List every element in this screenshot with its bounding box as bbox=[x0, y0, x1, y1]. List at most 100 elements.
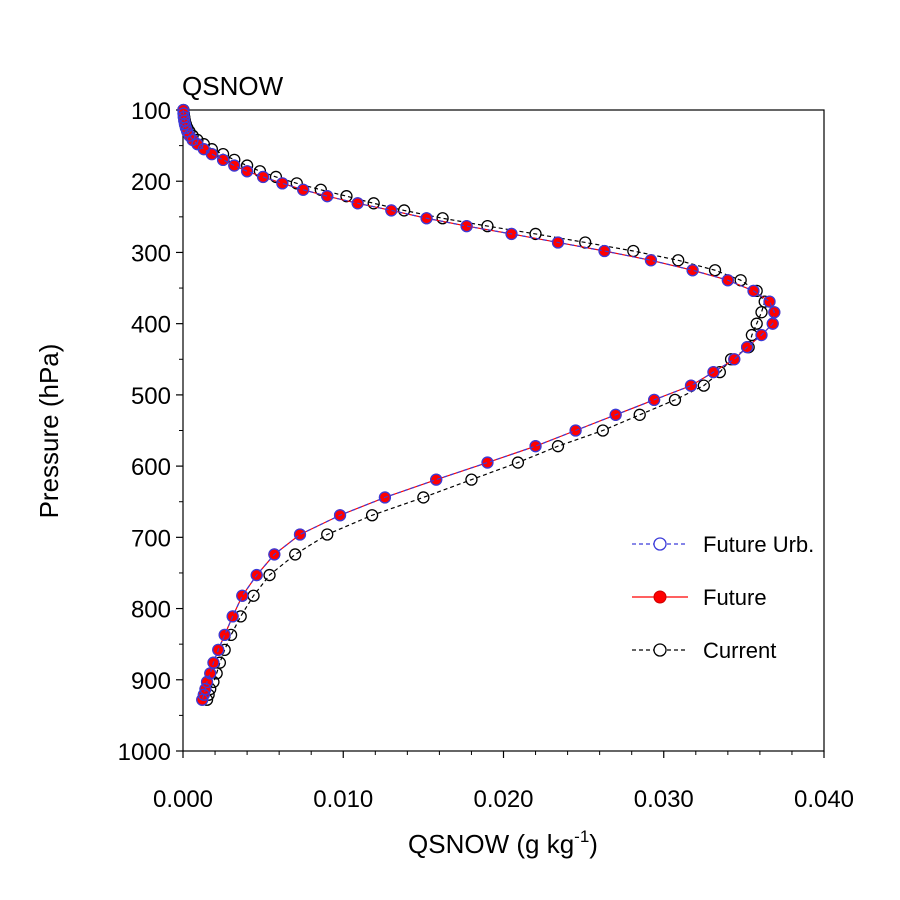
data-point-future-urb bbox=[609, 408, 622, 421]
series-future-urb bbox=[177, 103, 781, 706]
data-point-future-urb bbox=[297, 183, 310, 196]
data-point-future-urb bbox=[218, 628, 231, 642]
data-point-future-urb bbox=[212, 643, 225, 657]
data-point-future-urb bbox=[250, 568, 263, 582]
data-point-future-urb bbox=[740, 341, 754, 354]
data-point-current bbox=[367, 197, 380, 210]
y-tick-label: 200 bbox=[131, 169, 171, 196]
data-point-future-urb bbox=[766, 317, 779, 330]
y-tick-label: 1000 bbox=[118, 739, 171, 766]
data-point-future-urb bbox=[226, 610, 239, 623]
data-point-current bbox=[397, 204, 411, 217]
data-point-future-urb bbox=[598, 244, 611, 258]
data-point-future-urb bbox=[240, 165, 254, 178]
data-point-future-urb bbox=[430, 473, 443, 486]
data-point-future-urb bbox=[569, 424, 582, 437]
series-current bbox=[177, 103, 771, 706]
x-tick-label: 0.000 bbox=[153, 786, 213, 813]
data-point-current bbox=[633, 408, 646, 421]
data-point-future-urb bbox=[420, 212, 433, 225]
y-tick-label: 900 bbox=[131, 668, 171, 695]
data-point-future-urb bbox=[236, 589, 249, 602]
data-point-current bbox=[321, 528, 334, 541]
data-point-future-urb bbox=[385, 204, 398, 217]
x-tick-label: 0.010 bbox=[313, 786, 373, 813]
legend-label-future: Future bbox=[703, 585, 767, 610]
series-line-future bbox=[182, 109, 775, 700]
data-point-future-urb bbox=[351, 197, 364, 210]
data-point-current bbox=[417, 491, 430, 504]
data-point-current bbox=[289, 548, 302, 561]
data-point-current bbox=[672, 254, 685, 267]
data-point-future-urb bbox=[216, 153, 230, 167]
legend-marker-future-urb bbox=[653, 537, 667, 551]
data-point-future-urb bbox=[763, 295, 776, 308]
data-point-future-urb bbox=[686, 264, 699, 277]
x-tick-label: 0.020 bbox=[473, 786, 533, 813]
y-tick-label: 500 bbox=[131, 383, 171, 410]
data-point-future-urb bbox=[684, 379, 698, 392]
data-point-current bbox=[269, 170, 283, 184]
x-axis: 0.000 0.010 0.020 0.030 0.040 bbox=[153, 751, 854, 813]
x-axis-title: QSNOW (g kg-1) bbox=[408, 827, 598, 859]
legend-marker-current bbox=[653, 643, 667, 657]
data-point-current bbox=[340, 190, 353, 203]
y-tick-label: 300 bbox=[131, 240, 171, 267]
series-line-future-urb bbox=[182, 109, 775, 700]
y-axis: 100 200 300 400 500 600 700 800 900 1000 bbox=[118, 98, 183, 766]
y-tick-label: 400 bbox=[131, 312, 171, 339]
data-point-current bbox=[465, 473, 478, 486]
data-point-future-urb bbox=[551, 236, 565, 249]
chart-title: QSNOW bbox=[182, 71, 284, 101]
legend-marker-future bbox=[653, 590, 667, 604]
series-layer bbox=[177, 103, 781, 706]
data-point-future-urb bbox=[204, 667, 217, 680]
data-point-future-urb bbox=[707, 365, 720, 379]
data-point-future-urb bbox=[460, 219, 473, 233]
data-point-current bbox=[529, 227, 542, 241]
y-tick-label: 800 bbox=[131, 597, 171, 624]
data-point-future-urb bbox=[276, 177, 289, 190]
data-point-current bbox=[263, 568, 276, 582]
data-point-current bbox=[708, 264, 722, 277]
data-point-current bbox=[314, 183, 327, 196]
data-point-future-urb bbox=[644, 254, 658, 267]
data-point-current bbox=[551, 440, 565, 453]
data-point-future-urb bbox=[197, 688, 210, 701]
data-point-future-urb bbox=[228, 159, 241, 172]
data-point-future-urb bbox=[755, 328, 768, 342]
data-point-future-urb bbox=[529, 440, 542, 453]
data-point-future-urb bbox=[747, 284, 760, 298]
legend-label-current: Current bbox=[703, 638, 776, 663]
data-point-future-urb bbox=[183, 129, 196, 142]
data-point-future-urb bbox=[728, 353, 741, 366]
data-point-future-urb bbox=[333, 509, 347, 522]
data-point-future-urb bbox=[293, 528, 307, 541]
y-axis-title: Pressure (hPa) bbox=[34, 344, 64, 519]
y-tick-label: 700 bbox=[131, 525, 171, 552]
data-point-current bbox=[596, 424, 610, 437]
data-point-future-urb bbox=[256, 170, 270, 184]
y-tick-label: 600 bbox=[131, 454, 171, 481]
data-point-current bbox=[750, 317, 763, 330]
data-point-future-urb bbox=[268, 548, 281, 561]
data-point-current bbox=[365, 509, 379, 522]
legend-label-future-urb: Future Urb. bbox=[703, 532, 814, 557]
data-point-future-urb bbox=[321, 190, 334, 203]
x-axis-title-main: QSNOW (g kg bbox=[408, 829, 574, 859]
data-point-future-urb bbox=[481, 456, 494, 469]
data-point-future-urb bbox=[721, 274, 734, 287]
data-point-future-urb bbox=[196, 693, 209, 706]
x-axis-title-superscript: -1 bbox=[574, 827, 589, 846]
x-tick-label: 0.040 bbox=[794, 786, 854, 813]
data-point-current bbox=[755, 306, 768, 319]
data-point-future-urb bbox=[378, 491, 392, 504]
data-point-future-urb bbox=[205, 148, 218, 161]
data-point-current bbox=[436, 212, 449, 225]
data-point-future-urb bbox=[647, 393, 661, 407]
data-point-current bbox=[668, 393, 682, 407]
data-point-current bbox=[481, 219, 494, 233]
data-point-future-urb bbox=[200, 675, 214, 689]
data-point-current bbox=[290, 177, 303, 190]
series-future bbox=[177, 104, 781, 706]
